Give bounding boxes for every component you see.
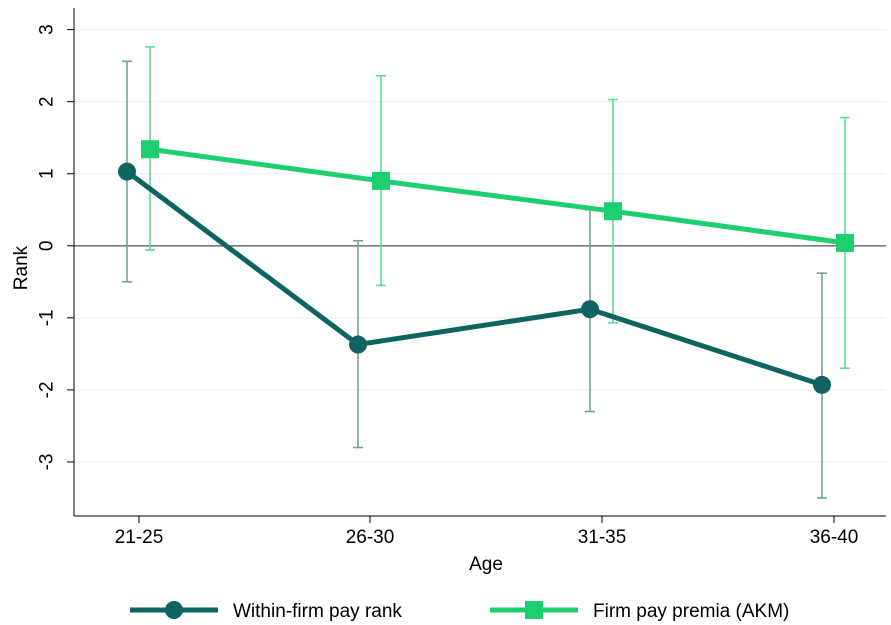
x-tick-label: 36-40 bbox=[810, 527, 859, 548]
data-point-square bbox=[604, 202, 622, 221]
y-tick-label: -3 bbox=[37, 454, 58, 471]
x-tick-label: 26-30 bbox=[346, 527, 395, 548]
y-tick-label: 2 bbox=[37, 96, 58, 107]
y-tick-label: 1 bbox=[37, 168, 58, 179]
data-point-circle bbox=[813, 375, 831, 394]
x-tick-label: 21-25 bbox=[115, 527, 164, 548]
legend-marker-circle bbox=[165, 601, 183, 619]
y-tick-label: -2 bbox=[37, 381, 58, 398]
data-point-circle bbox=[118, 162, 136, 181]
x-tick-labels: 21-25 26-30 31-35 36-40 bbox=[115, 527, 859, 548]
series-lines bbox=[124, 146, 848, 388]
grid-lines bbox=[74, 29, 886, 463]
axes bbox=[67, 8, 886, 523]
x-axis-label: Age bbox=[469, 554, 503, 575]
series-line bbox=[124, 169, 825, 388]
y-axis-label: Rank bbox=[11, 245, 32, 290]
data-point-circle bbox=[581, 300, 599, 319]
x-tick-label: 31-35 bbox=[578, 527, 627, 548]
series-line bbox=[147, 146, 848, 246]
legend-label: Firm pay premia (AKM) bbox=[593, 601, 789, 622]
legend: Within-firm pay rank Firm pay premia (AKM… bbox=[130, 601, 789, 622]
y-tick-label: 0 bbox=[37, 240, 58, 251]
error-bars bbox=[122, 46, 850, 499]
data-point-circle bbox=[349, 335, 367, 354]
data-point-square bbox=[141, 140, 159, 159]
data-point-square bbox=[372, 171, 390, 190]
y-tick-label: -1 bbox=[37, 309, 58, 326]
data-point-square bbox=[836, 233, 854, 252]
y-tick-label: 3 bbox=[37, 24, 58, 35]
legend-label: Within-firm pay rank bbox=[233, 601, 402, 622]
legend-marker-square bbox=[525, 601, 543, 619]
data-markers bbox=[118, 140, 854, 394]
y-tick-labels: -3 -2 -1 0 1 2 3 bbox=[37, 24, 58, 470]
